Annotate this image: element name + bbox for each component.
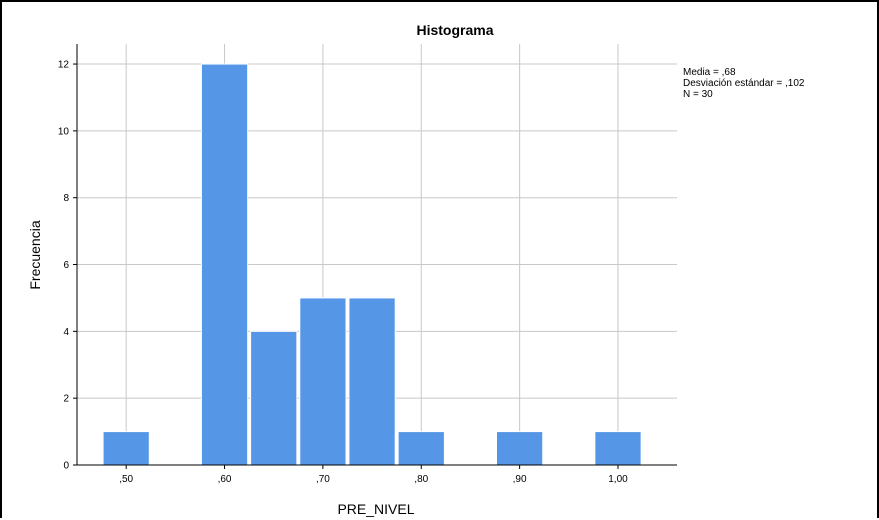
stats-box: Media = ,68 Desviación estándar = ,102 N…	[683, 67, 805, 100]
bars	[102, 63, 642, 466]
histogram-bar	[397, 431, 445, 466]
y-tick-label: 0	[63, 461, 69, 472]
y-tick-label: 6	[63, 260, 69, 271]
y-axis-label: Frecuencia	[27, 220, 43, 289]
x-tick-label: 1,00	[608, 474, 628, 485]
y-tick-label: 10	[58, 126, 70, 137]
histogram-bar	[348, 297, 396, 466]
x-tick-label: ,90	[513, 474, 527, 485]
x-tick-label: ,70	[316, 474, 330, 485]
y-tick-labels: 0 2 4 6 8 10 12	[58, 60, 70, 472]
histogram-bar	[102, 431, 150, 466]
histogram-bar	[496, 431, 544, 466]
x-tick-label: ,50	[119, 474, 133, 485]
stat-n: N = 30	[683, 89, 713, 100]
x-tick-label: ,80	[414, 474, 428, 485]
x-tick-labels: ,50 ,60 ,70 ,80 ,90 1,00	[119, 474, 628, 485]
histogram-bar	[299, 297, 347, 466]
y-tick-label: 4	[63, 327, 69, 338]
x-axis-label: PRE_NIVEL	[337, 501, 414, 517]
grid-lines	[77, 44, 677, 465]
histogram-bar	[250, 330, 298, 466]
stat-mean: Media = ,68	[683, 67, 736, 78]
chart-title: Histograma	[416, 22, 493, 38]
histogram-bar	[200, 63, 249, 466]
stat-std: Desviación estándar = ,102	[683, 78, 805, 89]
histogram-bar	[594, 431, 642, 466]
x-tick-label: ,60	[218, 474, 232, 485]
y-tick-label: 12	[58, 60, 70, 71]
axes	[73, 44, 677, 469]
y-tick-label: 8	[63, 193, 69, 204]
y-tick-label: 2	[63, 394, 69, 405]
